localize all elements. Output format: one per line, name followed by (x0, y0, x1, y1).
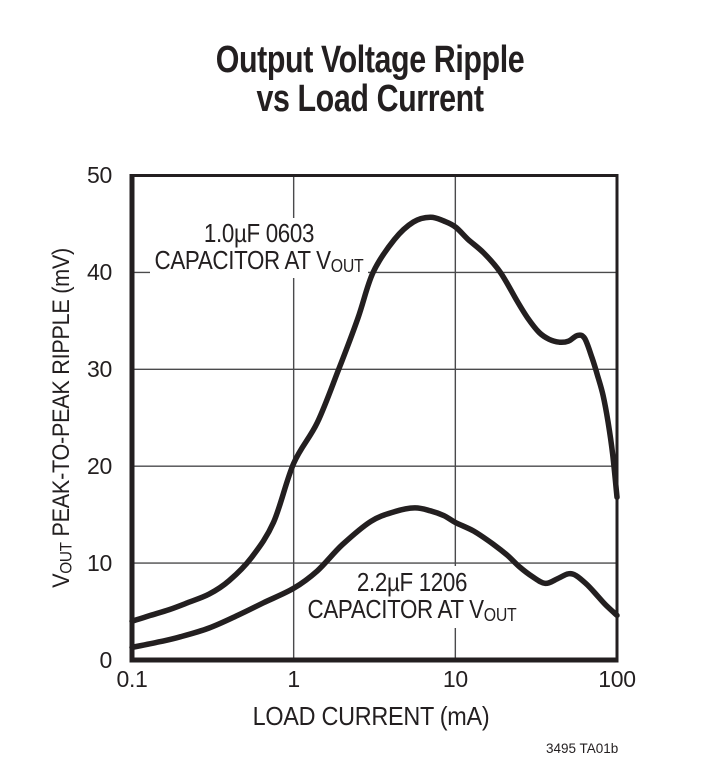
y-axis-label-pre: V (48, 573, 75, 588)
series-annotation-2-line1: 2.2µF 1206 (356, 567, 468, 597)
series-annotation-1: 1.0µF 0603 CAPACITOR AT VOUT (154, 218, 364, 276)
series-annotation-2: 2.2µF 1206 CAPACITOR AT VOUT (307, 567, 517, 625)
chart-title: Output Voltage Ripple vs Load Current (216, 41, 525, 119)
chart-title-line1: Output Voltage Ripple (215, 39, 525, 81)
y-axis-label: VOUT PEAK-TO-PEAK RIPPLE (mV) (48, 248, 76, 588)
annotation-mask-1 (150, 218, 368, 278)
x-axis-label: LOAD CURRENT (mA) (252, 701, 490, 731)
series-annotation-1-line2-text: CAPACITOR AT V (154, 245, 332, 275)
chart-title-line2: vs Load Current (256, 78, 484, 120)
series-annotation-2-line2-text: CAPACITOR AT V (307, 594, 485, 624)
y-axis-label-rest: PEAK-TO-PEAK RIPPLE (mV) (48, 248, 75, 543)
series-annotation-1-subscript: OUT (330, 254, 364, 276)
series-annotation-1-line1: 1.0µF 0603 (203, 218, 315, 248)
figure-code: 3495 TA01b (546, 741, 619, 756)
series-annotation-2-subscript: OUT (483, 603, 517, 625)
y-axis-label-subscript: OUT (56, 542, 76, 574)
series-annotation-2-line2: CAPACITOR AT VOUT (307, 594, 517, 625)
annotation-mask-2 (300, 566, 524, 628)
series-curve-1 (129, 214, 620, 624)
series-curve-2 (129, 505, 620, 651)
series-annotation-1-line2: CAPACITOR AT VOUT (154, 245, 364, 276)
